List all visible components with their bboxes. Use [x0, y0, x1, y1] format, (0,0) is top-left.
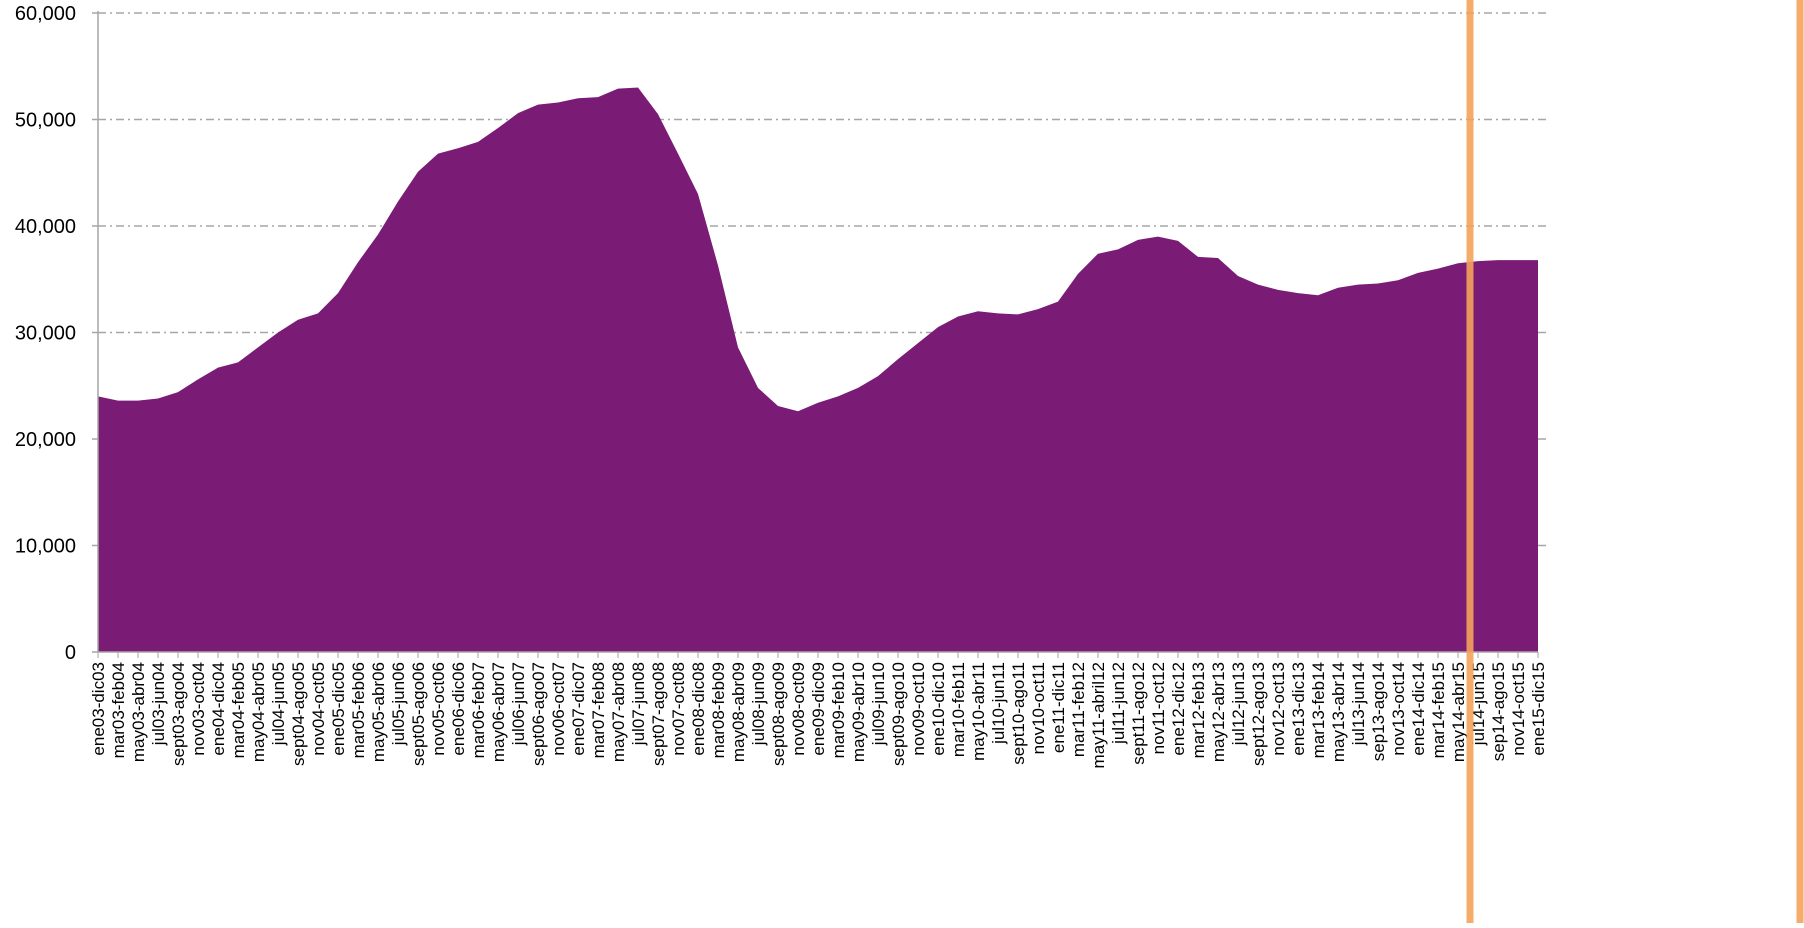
x-tick-label: ene03-dic03 [89, 662, 108, 756]
x-tick-label: ene08-dic08 [689, 662, 708, 756]
x-tick-label: sept03-ago04 [169, 662, 188, 766]
x-tick-label: may04-abr05 [249, 662, 268, 762]
x-tick-label: mar11-feb12 [1069, 662, 1088, 757]
x-tick-label: jul11-jun12 [1109, 662, 1128, 745]
plot-area [98, 87, 1538, 653]
x-tick-label: ene09-dic09 [809, 662, 828, 756]
x-tick-label: sept12-ago13 [1249, 662, 1268, 766]
x-tick-label: ene04-dic04 [209, 662, 228, 756]
x-tick-label: jul07-jun08 [629, 662, 648, 746]
x-tick-label: mar05-feb06 [349, 662, 368, 758]
x-tick-label: sept06-ago07 [529, 662, 548, 766]
x-tick-label: sep13-ago14 [1369, 662, 1388, 761]
vertical-marker [1466, 0, 1804, 923]
x-tick-label: mar06-feb07 [469, 662, 488, 758]
x-tick-label: ene05-dic05 [329, 662, 348, 756]
x-tick-label: nov08-oct09 [789, 662, 808, 756]
x-tick-label: ene06-dic06 [449, 662, 468, 756]
x-tick-label: ene07-dic07 [569, 662, 588, 756]
x-tick-label: may05-abr06 [369, 662, 388, 762]
x-tick-label: nov05-oct06 [429, 662, 448, 756]
x-tick-label: mar12-feb13 [1189, 662, 1208, 758]
x-tick-label: nov09-oct10 [909, 662, 928, 756]
x-tick-label: may09-abr10 [849, 662, 868, 762]
y-tick-label: 10,000 [15, 536, 76, 558]
x-tick-label: mar03-feb04 [109, 662, 128, 758]
x-tick-label: mar04-feb05 [229, 662, 248, 758]
x-tick-label: nov06-oct07 [549, 662, 568, 756]
x-tick-label: nov13-oct14 [1389, 662, 1408, 756]
x-tick-label: nov04-oct05 [309, 662, 328, 756]
x-tick-label: mar14-feb15 [1429, 662, 1448, 758]
x-tick-labels: ene03-dic03 mar03-feb04 may03-abr04 jul03-j… [89, 662, 1548, 768]
x-tick-label: mar10-feb11 [949, 662, 968, 757]
x-tick-label: jul06-jun07 [509, 662, 528, 746]
x-tick-label: sept09-ago10 [889, 662, 908, 766]
x-tick-label: nov10-oct11 [1029, 662, 1048, 754]
x-tick-label: mar08-feb09 [709, 662, 728, 758]
x-tick-label: may12-abr13 [1209, 662, 1228, 762]
x-tick-label: ene13-dic13 [1289, 662, 1308, 756]
x-tick-label: may06-abr07 [489, 662, 508, 762]
x-tick-label: may11-abril12 [1089, 662, 1108, 768]
x-tick-label: jul08-jun09 [749, 662, 768, 746]
y-tick-label: 60,000 [15, 3, 76, 25]
x-tick-label: sept08-ago09 [769, 662, 788, 766]
x-tick-label: jul10-jun11 [989, 662, 1008, 745]
x-tick-label: jul04-jun05 [269, 662, 288, 746]
x-tick-label: sept07-ago08 [649, 662, 668, 766]
x-tick-label: mar09-feb10 [829, 662, 848, 758]
x-tick-label: jul05-jun06 [389, 662, 408, 746]
x-tick-label: jul14-jun15 [1469, 662, 1488, 746]
y-tick-labels: 0 10,000 20,000 30,000 40,000 50,000 60,000 [15, 3, 76, 664]
x-tick-label: may08-abr09 [729, 662, 748, 762]
x-tick-label: jul09-jun10 [869, 662, 888, 746]
y-tick-label: 50,000 [15, 110, 76, 132]
x-tick-label: nov14-oct15 [1509, 662, 1528, 756]
x-tick-label: sept04-ago05 [289, 662, 308, 766]
y-tick-label: 20,000 [15, 429, 76, 451]
x-tick-label: jul12-jun13 [1229, 662, 1248, 746]
x-tick-label: may10-abr11 [969, 662, 988, 761]
x-tick-label: sept05-ago06 [409, 662, 428, 766]
x-tick-label: ene12-dic12 [1169, 662, 1188, 756]
x-tick-label: ene10-dic10 [929, 662, 948, 756]
y-tick-label: 40,000 [15, 216, 76, 238]
x-tick-label: nov07-oct08 [669, 662, 688, 756]
x-tick-label: mar13-feb14 [1309, 662, 1328, 758]
x-tick-label: may07-abr08 [609, 662, 628, 762]
x-tick-label: sept11-ago12 [1129, 662, 1148, 765]
x-tick-label: mar07-feb08 [589, 662, 608, 758]
x-tick-label: may13-abr14 [1329, 662, 1348, 762]
x-tick-label: may03-abr04 [129, 662, 148, 762]
x-tick-label: nov03-oct04 [189, 662, 208, 756]
x-tick-label: jul03-jun04 [149, 662, 168, 746]
x-tick-label: nov12-oct13 [1269, 662, 1288, 756]
x-tick-label: jul13-jun14 [1349, 662, 1368, 746]
x-tick-label: sep14-ago15 [1489, 662, 1508, 761]
area-series [98, 87, 1538, 653]
x-tick-label: ene11-dic11 [1049, 662, 1068, 753]
y-tick-label: 0 [65, 642, 76, 664]
x-tick-label: ene15-dic15 [1529, 662, 1548, 756]
x-tick-label: ene14-dic14 [1409, 662, 1428, 756]
axes [92, 11, 1539, 658]
x-tick-label: sept10-ago11 [1009, 662, 1028, 765]
x-tick-label: may14-abr15 [1449, 662, 1468, 762]
x-tick-label: nov11-oct12 [1149, 662, 1168, 754]
y-tick-label: 30,000 [15, 323, 76, 345]
